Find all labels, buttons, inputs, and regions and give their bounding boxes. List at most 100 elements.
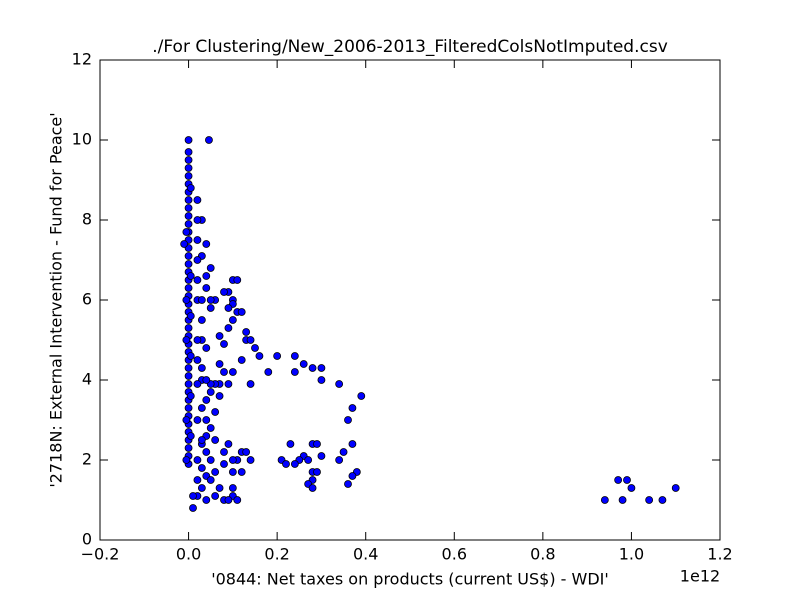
scatter-point	[313, 468, 321, 476]
scatter-point	[182, 416, 191, 424]
scatter-point	[193, 456, 202, 464]
scatter-point	[193, 416, 202, 424]
scatter-point	[224, 304, 233, 312]
scatter-point	[184, 252, 193, 260]
scatter-point	[184, 372, 193, 380]
scatter-point	[215, 392, 224, 400]
scatter-point	[202, 240, 211, 248]
scatter-point	[220, 368, 228, 376]
scatter-point	[193, 476, 202, 484]
scatter-point	[202, 416, 211, 424]
scatter-point	[290, 368, 299, 376]
scatter-point	[184, 172, 193, 180]
scatter-point	[193, 196, 202, 204]
scatter-point	[215, 484, 224, 492]
scatter-point	[671, 484, 680, 492]
scatter-point	[182, 296, 191, 304]
scatter-point	[304, 456, 313, 464]
scatter-point	[202, 448, 211, 456]
scatter-point	[255, 352, 264, 360]
x-tick-label: 0.4	[353, 545, 378, 564]
scatter-point	[193, 276, 202, 284]
x-tick-label: 0.0	[176, 545, 201, 564]
scatter-point	[237, 468, 246, 476]
scatter-point	[299, 360, 308, 368]
scatter-point	[220, 288, 228, 296]
scatter-point	[184, 284, 193, 292]
scatter-point	[211, 492, 220, 500]
scatter-point	[317, 452, 326, 460]
x-tick-label: 1.2	[707, 545, 732, 564]
scatter-point	[228, 468, 237, 476]
y-tick-label: 10	[72, 130, 92, 149]
scatter-point	[205, 136, 213, 144]
scatter-point	[193, 216, 202, 224]
scatter-point	[348, 472, 357, 480]
scatter-point	[197, 316, 206, 324]
y-tick-label: 12	[72, 50, 92, 69]
scatter-point	[189, 492, 197, 500]
scatter-point	[313, 440, 321, 448]
scatter-point	[184, 164, 193, 172]
scatter-point	[206, 296, 215, 304]
scatter-point	[600, 496, 609, 504]
scatter-point	[228, 484, 237, 492]
chart-title: ./For Clustering/New_2006-2013_FilteredC…	[152, 37, 668, 57]
scatter-point	[242, 448, 251, 456]
scatter-point	[197, 364, 206, 372]
y-tick-label: 2	[82, 450, 92, 469]
scatter-point	[193, 336, 202, 344]
scatter-point	[206, 388, 215, 396]
scatter-point	[197, 404, 206, 412]
scatter-point	[220, 460, 228, 468]
scatter-point	[193, 236, 202, 244]
scatter-point	[228, 456, 237, 464]
scatter-point	[184, 324, 193, 332]
x-tick-label: 0.6	[442, 545, 467, 564]
scatter-point	[357, 392, 366, 400]
scatter-point	[184, 136, 193, 144]
scatter-point	[186, 352, 195, 360]
scatter-point	[206, 424, 215, 432]
scatter-point	[237, 308, 246, 316]
scatter-point	[215, 332, 224, 340]
scatter-point	[211, 468, 220, 476]
scatter-point	[184, 364, 193, 372]
scatter-point	[215, 360, 224, 368]
x-offset-label: 1e12	[680, 567, 720, 586]
scatter-point	[623, 476, 631, 484]
scatter-point	[233, 496, 242, 504]
scatter-point	[206, 456, 215, 464]
scatter-point	[348, 440, 357, 448]
scatter-point	[202, 376, 211, 384]
scatter-point	[206, 264, 215, 272]
scatter-point	[182, 228, 191, 236]
scatter-point	[237, 356, 246, 364]
scatter-point	[290, 352, 299, 360]
scatter-point	[184, 444, 193, 452]
x-tick-label: −0.2	[81, 545, 120, 564]
scatter-point	[224, 440, 233, 448]
scatter-point	[658, 496, 667, 504]
scatter-point	[189, 504, 197, 512]
scatter-point	[184, 156, 193, 164]
scatter-point	[282, 460, 290, 468]
scatter-point	[273, 352, 282, 360]
scatter-point	[184, 148, 193, 156]
x-tick-label: 1.0	[619, 545, 644, 564]
y-axis-label: '2718N: External Intervention - Fund for…	[47, 112, 66, 487]
scatter-point	[339, 448, 348, 456]
scatter-point	[193, 380, 202, 388]
scatter-point	[348, 404, 357, 412]
scatter-point	[290, 460, 299, 468]
scatter-point	[186, 272, 195, 280]
scatter-point	[264, 368, 273, 376]
scatter-point	[211, 436, 220, 444]
scatter-point	[317, 376, 326, 384]
plot-frame	[99, 59, 721, 541]
scatter-point	[233, 276, 242, 284]
x-tick-label: 0.8	[530, 545, 555, 564]
scatter-point	[286, 440, 295, 448]
